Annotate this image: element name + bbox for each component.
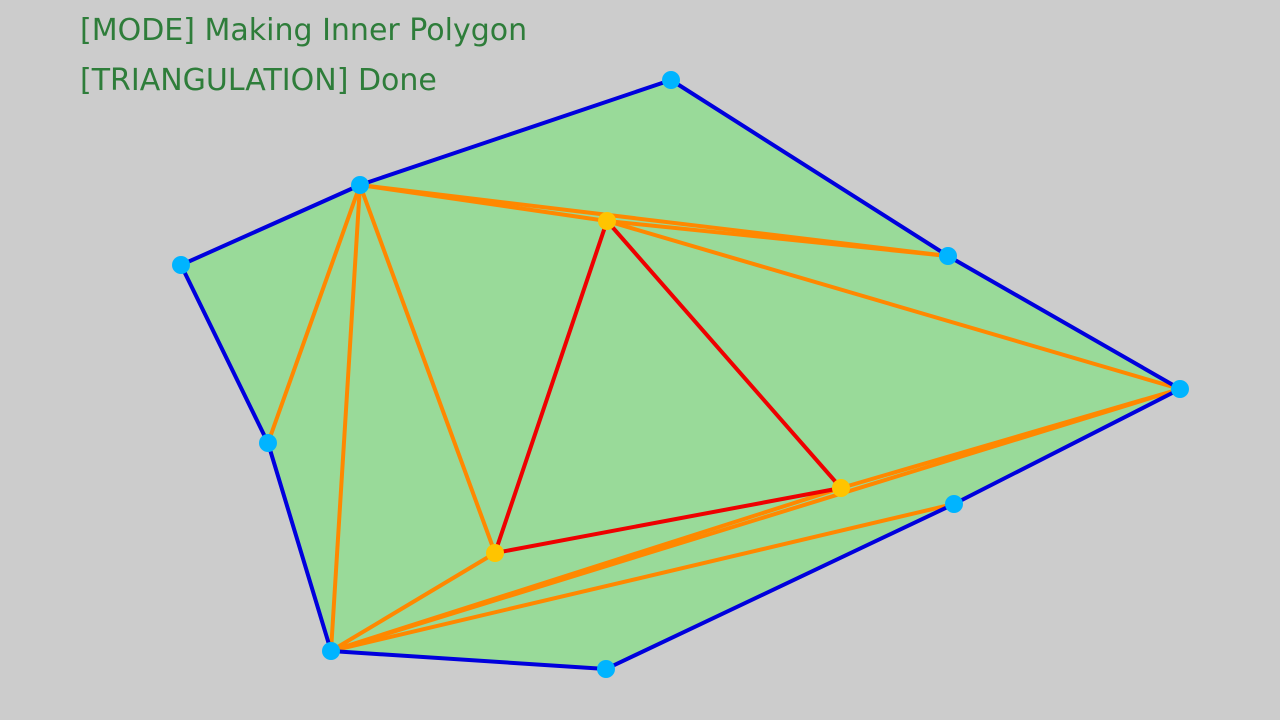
outer-vertex-handle[interactable] bbox=[597, 660, 615, 678]
inner-vertices[interactable] bbox=[486, 212, 850, 562]
triangulation-edge bbox=[358, 183, 497, 555]
outer-vertex-handle[interactable] bbox=[172, 256, 190, 274]
inner-vertex-handle[interactable] bbox=[598, 212, 616, 230]
triangulation-edge bbox=[329, 183, 362, 653]
inner-vertex-handle[interactable] bbox=[486, 544, 504, 562]
outer-vertex-handle[interactable] bbox=[945, 495, 963, 513]
triangulation-edge bbox=[605, 219, 1182, 391]
triangulation-edges bbox=[266, 183, 1182, 653]
polygon-fill bbox=[181, 80, 1180, 669]
outer-vertex-handle[interactable] bbox=[259, 434, 277, 452]
outer-polygon-edges bbox=[179, 78, 1182, 671]
triangulation-edge bbox=[329, 502, 956, 653]
triangulation-edge bbox=[839, 387, 1182, 490]
triangulation-edge bbox=[329, 551, 497, 653]
triangulation-edge bbox=[605, 219, 950, 258]
triangulation-edge bbox=[358, 183, 609, 223]
inner-polygon-edge bbox=[605, 219, 843, 490]
triangulation-edge bbox=[329, 387, 1182, 653]
outer-vertex-handle[interactable] bbox=[322, 642, 340, 660]
outer-vertex-handle[interactable] bbox=[939, 247, 957, 265]
inner-polygon-edges bbox=[493, 219, 843, 555]
outer-vertex-handle[interactable] bbox=[1171, 380, 1189, 398]
outer-vertices[interactable] bbox=[172, 71, 1189, 678]
outer-vertex-handle[interactable] bbox=[662, 71, 680, 89]
inner-polygon-edge bbox=[493, 486, 843, 555]
inner-vertex-handle[interactable] bbox=[832, 479, 850, 497]
outer-vertex-handle[interactable] bbox=[351, 176, 369, 194]
triangulation-edge bbox=[266, 183, 362, 445]
mode-status-text: [MODE] Making Inner Polygon bbox=[80, 13, 528, 48]
inner-polygon-edge bbox=[493, 219, 609, 555]
triangulation-status-text: [TRIANGULATION] Done bbox=[80, 63, 437, 98]
